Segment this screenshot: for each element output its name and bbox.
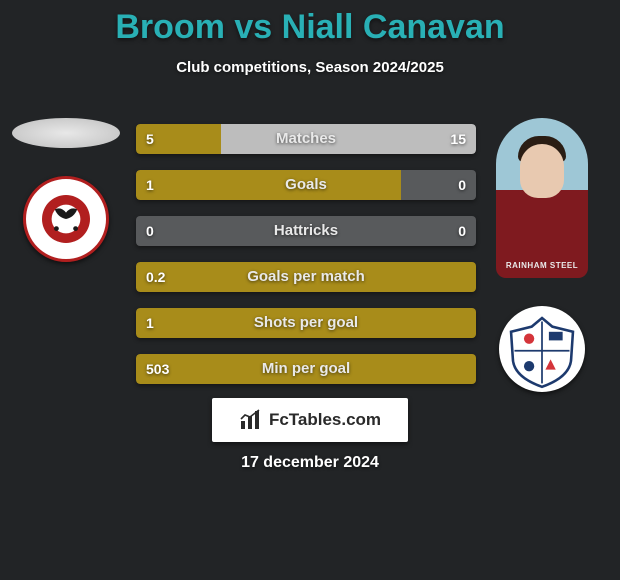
- stat-bars: 515Matches 10Goals 00Hattricks 0.2Goals per…: [136, 124, 476, 400]
- player1-club-badge: [23, 176, 109, 262]
- stat-label: Goals per match: [136, 262, 476, 292]
- player1-column: [6, 118, 126, 262]
- stat-row: 00Hattricks: [136, 216, 476, 246]
- page-subtitle: Club competitions, Season 2024/2025: [0, 59, 620, 76]
- player1-silhouette: [12, 118, 120, 148]
- brand-text: FcTables.com: [269, 410, 381, 430]
- stat-row: 10Goals: [136, 170, 476, 200]
- player2-head: [520, 144, 564, 198]
- date-text: 17 december 2024: [0, 454, 620, 472]
- stat-label: Goals: [136, 170, 476, 200]
- page-title: Broom vs Niall Canavan: [0, 0, 620, 47]
- stat-row: 0.2Goals per match: [136, 262, 476, 292]
- player2-photo: RAINHAM STEEL: [496, 118, 588, 278]
- player2-club-badge: [499, 306, 585, 392]
- stat-row: 503Min per goal: [136, 354, 476, 384]
- brand-plate[interactable]: FcTables.com: [212, 398, 408, 442]
- stat-label: Matches: [136, 124, 476, 154]
- club-badge-1-icon: [26, 179, 106, 259]
- club-badge-2-icon: [499, 306, 585, 392]
- brand-chart-icon: [239, 408, 263, 432]
- stat-row: 1Shots per goal: [136, 308, 476, 338]
- stat-label: Hattricks: [136, 216, 476, 246]
- stat-row: 515Matches: [136, 124, 476, 154]
- stat-label: Shots per goal: [136, 308, 476, 338]
- player2-sponsor-text: RAINHAM STEEL: [496, 261, 588, 270]
- stat-label: Min per goal: [136, 354, 476, 384]
- player2-column: RAINHAM STEEL: [492, 118, 592, 392]
